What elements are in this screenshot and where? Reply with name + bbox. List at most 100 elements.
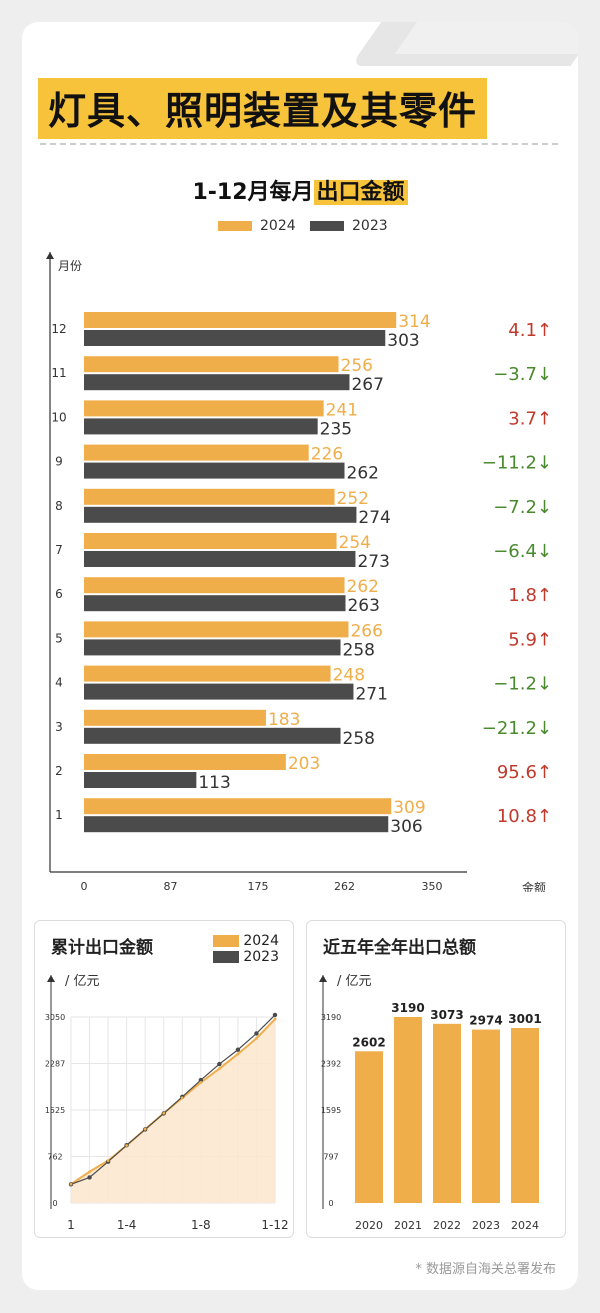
bar-2024: [84, 356, 339, 373]
legend-item-2024: 2024: [218, 218, 296, 234]
cum-x-tick: 1-4: [117, 1218, 137, 1232]
bar-2024: [84, 312, 397, 328]
month-label: 9: [55, 455, 63, 469]
cum-y-label: / 亿元: [65, 974, 100, 989]
year-bar: [433, 1023, 461, 1203]
year-value-label: 2974: [469, 1014, 502, 1028]
cum-point-2024: [199, 1081, 203, 1084]
bar-2023: [84, 418, 318, 435]
year-value-label: 3073: [430, 1008, 463, 1022]
year-value-label: 3190: [391, 1001, 424, 1015]
value-label-2024: 254: [339, 533, 371, 553]
cum-x-tick: 1-8: [191, 1218, 211, 1232]
x-tick-label: 0: [81, 880, 88, 892]
change-label: −21.2↓: [482, 718, 552, 739]
infographic-card: 灯具、照明装置及其零件 1-12月每月 出口金额 2024 2023 月份 0 87 1…: [22, 22, 578, 1290]
legend-label-2024: 2024: [260, 218, 296, 234]
x-tick-label: 175: [248, 880, 269, 892]
change-label: 5.9↑: [508, 629, 552, 650]
month-label: 7: [55, 543, 63, 557]
value-label-2024: 203: [288, 754, 320, 774]
year-x-tick: 2021: [394, 1219, 422, 1232]
y-axis-label: 月份: [58, 259, 82, 273]
y-axis-arrow: [46, 252, 54, 259]
bar-2023: [84, 374, 350, 391]
cum-point-2024: [273, 1017, 277, 1021]
month-label: 4: [55, 676, 63, 690]
value-label-2023: 267: [351, 375, 383, 395]
cum-point-2024: [106, 1159, 110, 1163]
cumulative-legend-2023: 2023: [213, 949, 279, 965]
yearly-title: 近五年全年出口总额: [323, 938, 476, 958]
cum-point-2024: [217, 1067, 221, 1071]
year-x-tick: 2023: [472, 1219, 500, 1232]
cum-point-2024: [143, 1127, 147, 1131]
x-tick-label: 350: [422, 880, 443, 892]
month-label: 5: [55, 631, 63, 645]
cum-y-tick: 0: [52, 1199, 57, 1208]
year-value-label: 2602: [352, 1035, 385, 1049]
subtitle-prefix: 1-12月每月: [192, 180, 314, 205]
change-label: −6.4↓: [493, 541, 552, 562]
year-value-label: 3001: [508, 1012, 541, 1026]
year-y-tick: 3190: [321, 1013, 341, 1022]
value-label-2023: 258: [343, 640, 375, 660]
year-bar: [394, 1017, 422, 1203]
cum-x-tick: 1: [67, 1218, 75, 1232]
year-y-label: / 亿元: [337, 974, 372, 989]
year-x-tick: 2024: [511, 1219, 539, 1232]
value-label-2024: 183: [268, 710, 300, 730]
change-label: −1.2↓: [493, 674, 552, 695]
cum-point-2024: [255, 1036, 258, 1040]
divider: [40, 143, 558, 145]
cum-x-tick: 1-12: [261, 1218, 288, 1232]
cumulative-swatch-2023: [213, 951, 240, 963]
value-label-2023: 271: [355, 685, 387, 705]
x-tick-label: 262: [334, 880, 355, 892]
bar-2023: [84, 330, 386, 346]
cum-y-arrow: [47, 975, 55, 982]
bar-2023: [84, 772, 197, 788]
x-axis-label: 金额: [522, 880, 546, 892]
value-label-2024: 314: [398, 312, 430, 332]
value-label-2024: 266: [350, 621, 382, 641]
month-label: 3: [55, 720, 63, 734]
legend-label-2023: 2023: [352, 218, 388, 234]
value-label-2023: 258: [343, 729, 375, 749]
bar-2023: [84, 727, 341, 744]
value-label-2024: 248: [333, 666, 365, 686]
decorative-tab-inner: [394, 22, 578, 54]
yearly-bar-chart: / 亿元 0 797 1595 2392 3190 2602 2020 3190 2021 3073…: [319, 974, 542, 1232]
cum-point-2024: [180, 1096, 184, 1100]
legend-swatch-2024: [218, 221, 252, 231]
cumulative-swatch-2024: [213, 935, 240, 947]
cum-point-2024: [236, 1052, 240, 1056]
bar-2023: [84, 595, 346, 612]
bar-2024: [84, 400, 324, 417]
legend-swatch-2023: [310, 221, 344, 231]
value-label-2024: 256: [341, 356, 373, 376]
subtitle-highlight: 出口金额: [313, 180, 408, 205]
cum-point-2024: [88, 1170, 91, 1174]
month-label: 12: [51, 322, 66, 336]
month-label: 8: [55, 499, 63, 513]
cumulative-legend-label-2024: 2024: [243, 933, 279, 949]
year-x-tick: 2020: [355, 1219, 383, 1232]
change-label: −11.2↓: [482, 453, 552, 474]
bar-2024: [84, 709, 266, 726]
value-label-2024: 309: [393, 798, 425, 818]
value-label-2023: 235: [320, 419, 352, 439]
year-y-tick: 0: [328, 1199, 333, 1208]
month-label: 6: [55, 587, 63, 601]
value-label-2024: 252: [337, 489, 369, 509]
bar-2024: [84, 444, 309, 461]
value-label-2023: 273: [357, 552, 389, 572]
value-label-2023: 306: [390, 817, 422, 837]
year-y-tick: 797: [323, 1153, 338, 1162]
yearly-panel: 近五年全年出口总额 / 亿元 0 797 1595 2392 3190 2602 2020 31…: [306, 920, 566, 1238]
value-label-2023: 113: [198, 773, 230, 793]
bar-2024: [84, 754, 286, 770]
cumulative-title: 累计出口金额: [51, 938, 153, 958]
legend-item-2023: 2023: [310, 218, 388, 234]
month-label: 10: [51, 410, 66, 424]
